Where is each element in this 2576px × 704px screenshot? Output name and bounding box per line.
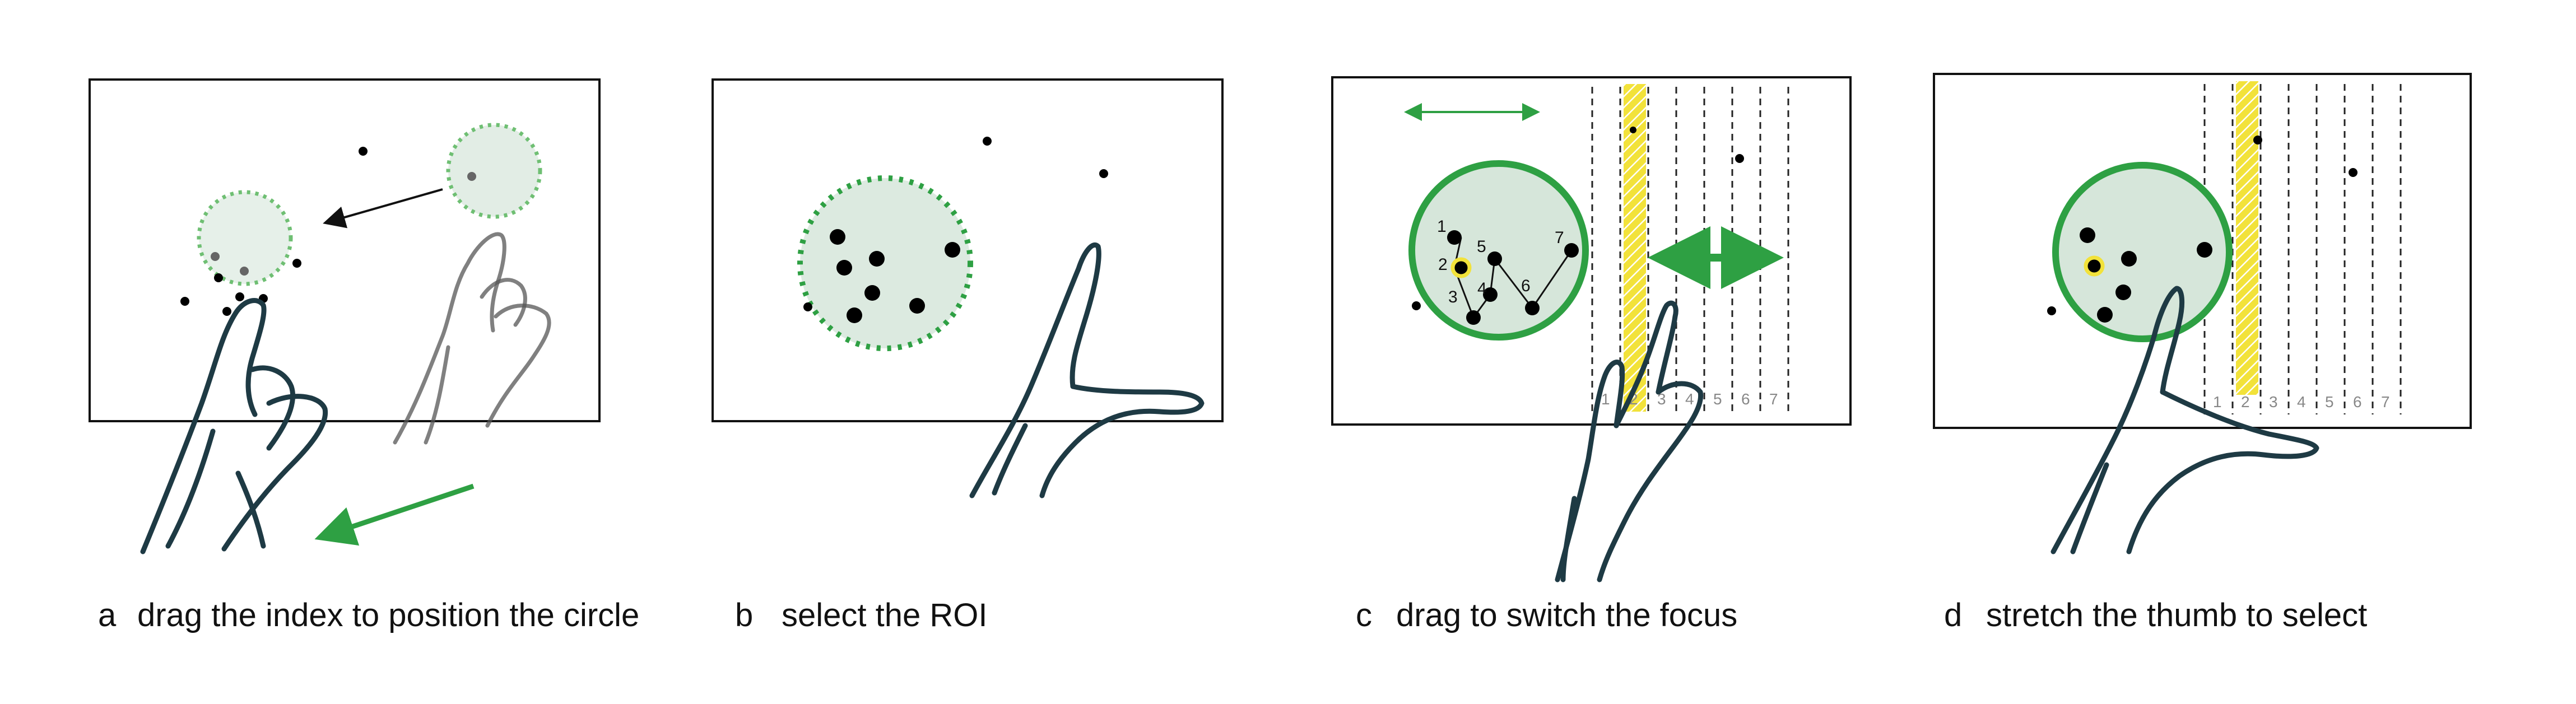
column-label: 7 <box>1769 390 1778 408</box>
data-point <box>983 137 992 146</box>
point-label: 7 <box>1555 229 1564 247</box>
data-point <box>803 302 812 311</box>
column-label: 6 <box>1741 390 1750 408</box>
panel-b-letter: b <box>735 597 753 633</box>
data-point <box>2047 306 2056 315</box>
roi-point <box>1447 230 1462 245</box>
data-point <box>1412 301 1421 310</box>
hand-illustration <box>2050 286 2319 554</box>
roi-point <box>1487 251 1502 266</box>
data-point <box>467 172 476 181</box>
roi-point <box>1466 310 1481 325</box>
roi-point <box>869 251 885 267</box>
panel-d-caption: stretch the thumb to select <box>1986 597 2367 633</box>
focus-column-highlight <box>1624 84 1646 412</box>
roi-point <box>2121 251 2137 267</box>
roi-point <box>864 285 880 301</box>
drag-direction-arrow <box>314 483 475 546</box>
panel-a: a drag the index to position the circle <box>89 78 639 633</box>
hand-illustration <box>1555 300 1704 582</box>
panel-d: 1 2 3 4 5 6 7 d stretch the thumb to sel… <box>1933 73 2472 633</box>
panel-b: b select the ROI <box>712 78 1224 633</box>
data-point <box>1099 169 1108 178</box>
column-label: 5 <box>1713 390 1722 408</box>
roi-circle <box>2052 162 2233 342</box>
roi-point <box>2197 242 2212 258</box>
panel-a-caption: drag the index to position the circle <box>137 597 639 633</box>
roi-point <box>847 307 862 323</box>
data-point <box>2349 168 2358 177</box>
data-point <box>180 297 189 306</box>
column-label: 7 <box>2381 393 2390 411</box>
hand-ghost-illustration <box>393 232 551 445</box>
roi-point <box>836 260 852 276</box>
column-label: 1 <box>1601 390 1610 408</box>
data-point <box>2253 136 2262 144</box>
roi-point <box>1564 243 1579 258</box>
data-point <box>211 252 220 261</box>
column-label: 1 <box>2213 393 2222 411</box>
point-label: 1 <box>1437 217 1447 236</box>
roi-point <box>2080 227 2095 243</box>
point-label: 3 <box>1448 288 1458 306</box>
hand-illustration <box>140 298 328 554</box>
column-label: 2 <box>2241 393 2250 411</box>
data-point <box>1630 127 1636 133</box>
data-point <box>214 273 223 282</box>
selection-circle-moved <box>197 190 293 286</box>
data-point <box>240 267 249 276</box>
column-label: 5 <box>2325 393 2334 411</box>
panel-b-caption: select the ROI <box>782 597 987 633</box>
panel-d-letter: d <box>1944 597 1962 633</box>
panel-c-letter: c <box>1356 597 1372 633</box>
panel-a-letter: a <box>98 597 117 633</box>
roi-point <box>830 229 845 245</box>
focused-point <box>1450 257 1472 278</box>
focus-columns <box>1591 84 1789 412</box>
roi-point <box>2097 307 2113 323</box>
hand-illustration <box>969 243 1205 498</box>
column-label: 3 <box>2269 393 2278 411</box>
data-point <box>292 259 301 268</box>
roi-point <box>909 298 925 314</box>
move-arrow <box>323 188 443 229</box>
panel-c: 1 2 3 4 5 6 7 1 2 3 4 5 6 7 c drag to sw… <box>1331 76 1852 633</box>
roi-point <box>1483 287 1498 302</box>
roi-point <box>1525 301 1540 315</box>
roi-point <box>2115 285 2131 300</box>
roi-circle <box>797 175 973 351</box>
data-point <box>359 147 368 156</box>
point-label: 4 <box>1477 279 1487 298</box>
point-label: 6 <box>1521 277 1531 295</box>
point-label: 5 <box>1477 237 1486 256</box>
roi-circle <box>1408 160 1589 341</box>
column-label: 4 <box>1685 390 1694 408</box>
data-point <box>1735 154 1744 163</box>
column-label: 4 <box>2297 393 2306 411</box>
column-label: 3 <box>1657 390 1666 408</box>
focus-column-highlight <box>2236 81 2258 395</box>
data-point <box>235 292 244 301</box>
data-point <box>222 307 231 316</box>
column-label: 6 <box>2353 393 2362 411</box>
roi-point <box>945 242 960 258</box>
selected-point <box>2084 255 2105 277</box>
selection-circle-original <box>446 123 542 219</box>
point-label: 2 <box>1438 255 1448 274</box>
panel-c-caption: drag to switch the focus <box>1396 597 1737 633</box>
